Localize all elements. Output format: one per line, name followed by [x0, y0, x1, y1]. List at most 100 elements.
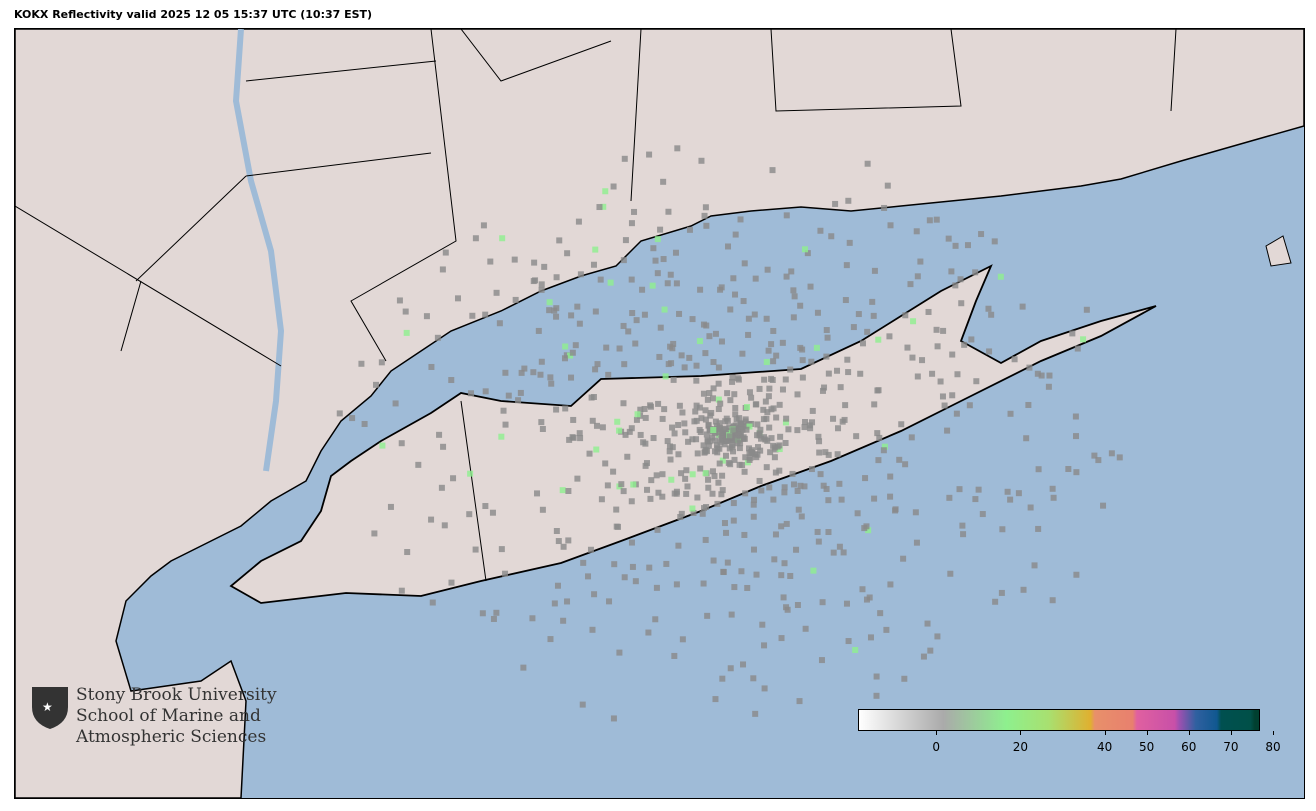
radar-echo	[717, 400, 724, 407]
radar-echo	[726, 445, 733, 452]
radar-echo	[610, 715, 617, 722]
radar-echo	[620, 322, 627, 329]
radar-echo	[667, 343, 674, 350]
radar-echo	[816, 449, 823, 456]
logo-line3: Atmospheric Sciences	[76, 727, 267, 747]
radar-echo	[586, 450, 593, 457]
radar-echo	[403, 329, 410, 336]
radar-echo	[496, 320, 503, 327]
colorbar-tick-mark	[1104, 731, 1106, 735]
radar-echo	[691, 418, 698, 425]
radar-echo	[806, 422, 813, 429]
radar-echo	[783, 273, 790, 280]
radar-echo	[782, 419, 789, 426]
radar-echo	[580, 559, 587, 566]
radar-echo	[515, 397, 522, 404]
radar-echo	[606, 598, 613, 605]
radar-echo	[1015, 490, 1022, 497]
radar-echo	[440, 443, 447, 450]
colorbar-tick-mark	[936, 731, 938, 735]
radar-echo	[502, 570, 509, 577]
radar-echo	[482, 311, 489, 318]
radar-echo	[810, 567, 817, 574]
radar-echo	[498, 433, 505, 440]
radar-echo	[613, 523, 620, 530]
radar-echo	[999, 526, 1006, 533]
radar-echo	[933, 326, 940, 333]
radar-echo	[616, 427, 623, 434]
radar-echo	[764, 437, 771, 444]
radar-echo	[648, 477, 655, 484]
radar-echo	[696, 404, 703, 411]
radar-echo	[787, 572, 794, 579]
radar-echo	[838, 496, 845, 503]
radar-echo	[778, 635, 785, 642]
radar-echo	[631, 208, 638, 215]
radar-echo	[717, 286, 724, 293]
radar-echo	[821, 384, 828, 391]
radar-echo	[673, 280, 680, 287]
radar-echo	[887, 222, 894, 229]
radar-echo	[788, 268, 795, 275]
radar-echo	[719, 457, 726, 464]
radar-echo	[1020, 586, 1027, 593]
radar-echo	[702, 536, 709, 543]
radar-echo	[742, 454, 749, 461]
radar-echo	[823, 485, 830, 492]
radar-echo	[913, 539, 920, 546]
radar-echo	[778, 572, 785, 579]
colorbar-tick-label: 20	[1012, 740, 1028, 754]
state-borders	[15, 29, 1177, 582]
radar-echo	[436, 431, 443, 438]
radar-echo	[859, 340, 866, 347]
radar-echo	[671, 430, 678, 437]
radar-echo	[785, 426, 792, 433]
radar-echo	[925, 308, 932, 315]
radar-echo	[721, 520, 728, 527]
radar-echo	[845, 638, 852, 645]
radar-echo	[698, 415, 705, 422]
colorbar-tick-mark	[1230, 731, 1232, 735]
radar-echo	[761, 685, 768, 692]
radar-echo	[668, 476, 675, 483]
radar-echo	[539, 425, 546, 432]
radar-echo	[693, 377, 700, 384]
radar-echo	[712, 448, 719, 455]
radar-echo	[1073, 469, 1080, 476]
radar-echo	[727, 397, 734, 404]
radar-echo	[709, 490, 716, 497]
radar-echo	[880, 447, 887, 454]
radar-echo	[776, 442, 783, 449]
map-title: KOKX Reflectivity valid 2025 12 05 15:37…	[14, 8, 373, 21]
radar-echo	[661, 406, 668, 413]
radar-echo	[802, 625, 809, 632]
radar-echo	[750, 675, 757, 682]
radar-echo	[564, 250, 571, 257]
radar-echo	[605, 371, 612, 378]
radar-echo	[610, 183, 617, 190]
mainland	[15, 29, 1304, 798]
radar-echo	[621, 574, 628, 581]
radar-echo	[957, 276, 964, 283]
radar-echo	[554, 582, 561, 589]
radar-echo	[621, 155, 628, 162]
radar-echo	[553, 527, 560, 534]
radar-echo	[871, 267, 878, 274]
radar-echo	[862, 475, 869, 482]
radar-echo	[537, 371, 544, 378]
radar-echo	[639, 286, 646, 293]
radar-echo	[661, 306, 668, 313]
radar-echo	[1080, 336, 1087, 343]
radar-echo	[960, 531, 967, 538]
radar-echo	[650, 435, 657, 442]
radar-echo	[434, 334, 441, 341]
radar-echo	[468, 390, 475, 397]
radar-echo	[718, 338, 725, 345]
radar-echo	[438, 484, 445, 491]
radar-echo	[472, 546, 479, 553]
radar-echo	[715, 396, 722, 403]
radar-echo	[823, 327, 830, 334]
radar-echo	[920, 653, 927, 660]
radar-echo	[675, 421, 682, 428]
radar-echo	[727, 461, 734, 468]
